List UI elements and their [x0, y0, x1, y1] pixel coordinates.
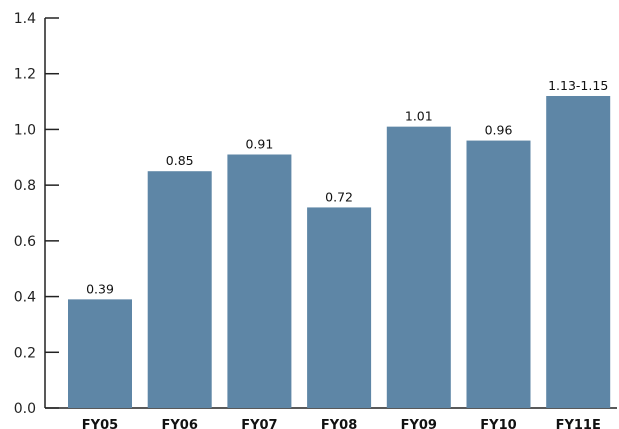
y-tick-label: 1.4 — [14, 11, 36, 27]
y-tick-label: 0.2 — [14, 345, 36, 361]
x-category-label: FY08 — [321, 418, 357, 429]
y-tick-label: 1.2 — [14, 67, 36, 83]
y-tick-label: 1.0 — [14, 122, 36, 138]
y-tick-label: 0.8 — [14, 178, 36, 194]
data-label: 0.91 — [245, 137, 273, 152]
y-tick-label: 0.4 — [14, 290, 36, 306]
x-category-label: FY09 — [401, 418, 437, 429]
bar-fy06 — [147, 171, 212, 408]
data-label: 1.13-1.15 — [548, 78, 608, 93]
bar-fy09 — [386, 126, 451, 409]
x-category-label: FY07 — [241, 418, 277, 429]
x-category-label: FY05 — [82, 418, 118, 429]
x-category-label: FY06 — [162, 418, 198, 429]
data-label: 0.72 — [325, 189, 353, 204]
data-label: 1.01 — [405, 109, 433, 124]
y-tick-label: 0.6 — [14, 234, 36, 250]
bar-fy11e — [546, 96, 611, 408]
axes: 0.0 0.2 0.4 0.6 0.8 1.0 1.2 1.4 — [14, 11, 617, 417]
labels: 0.39 FY05 0.85 FY06 0.91 FY07 0.72 FY08 1.01 FY09… — [82, 78, 608, 429]
bar-fy10 — [466, 140, 531, 409]
x-category-label: FY10 — [480, 418, 516, 429]
bars — [68, 96, 611, 409]
data-label: 0.39 — [86, 281, 114, 296]
x-category-label: FY11E — [556, 418, 601, 429]
bar-fy07 — [227, 154, 292, 408]
bar-fy05 — [68, 299, 132, 408]
bar-fy08 — [307, 207, 372, 408]
data-label: 0.85 — [166, 153, 194, 168]
data-label: 0.96 — [485, 123, 513, 138]
y-tick-label: 0.0 — [14, 401, 36, 417]
